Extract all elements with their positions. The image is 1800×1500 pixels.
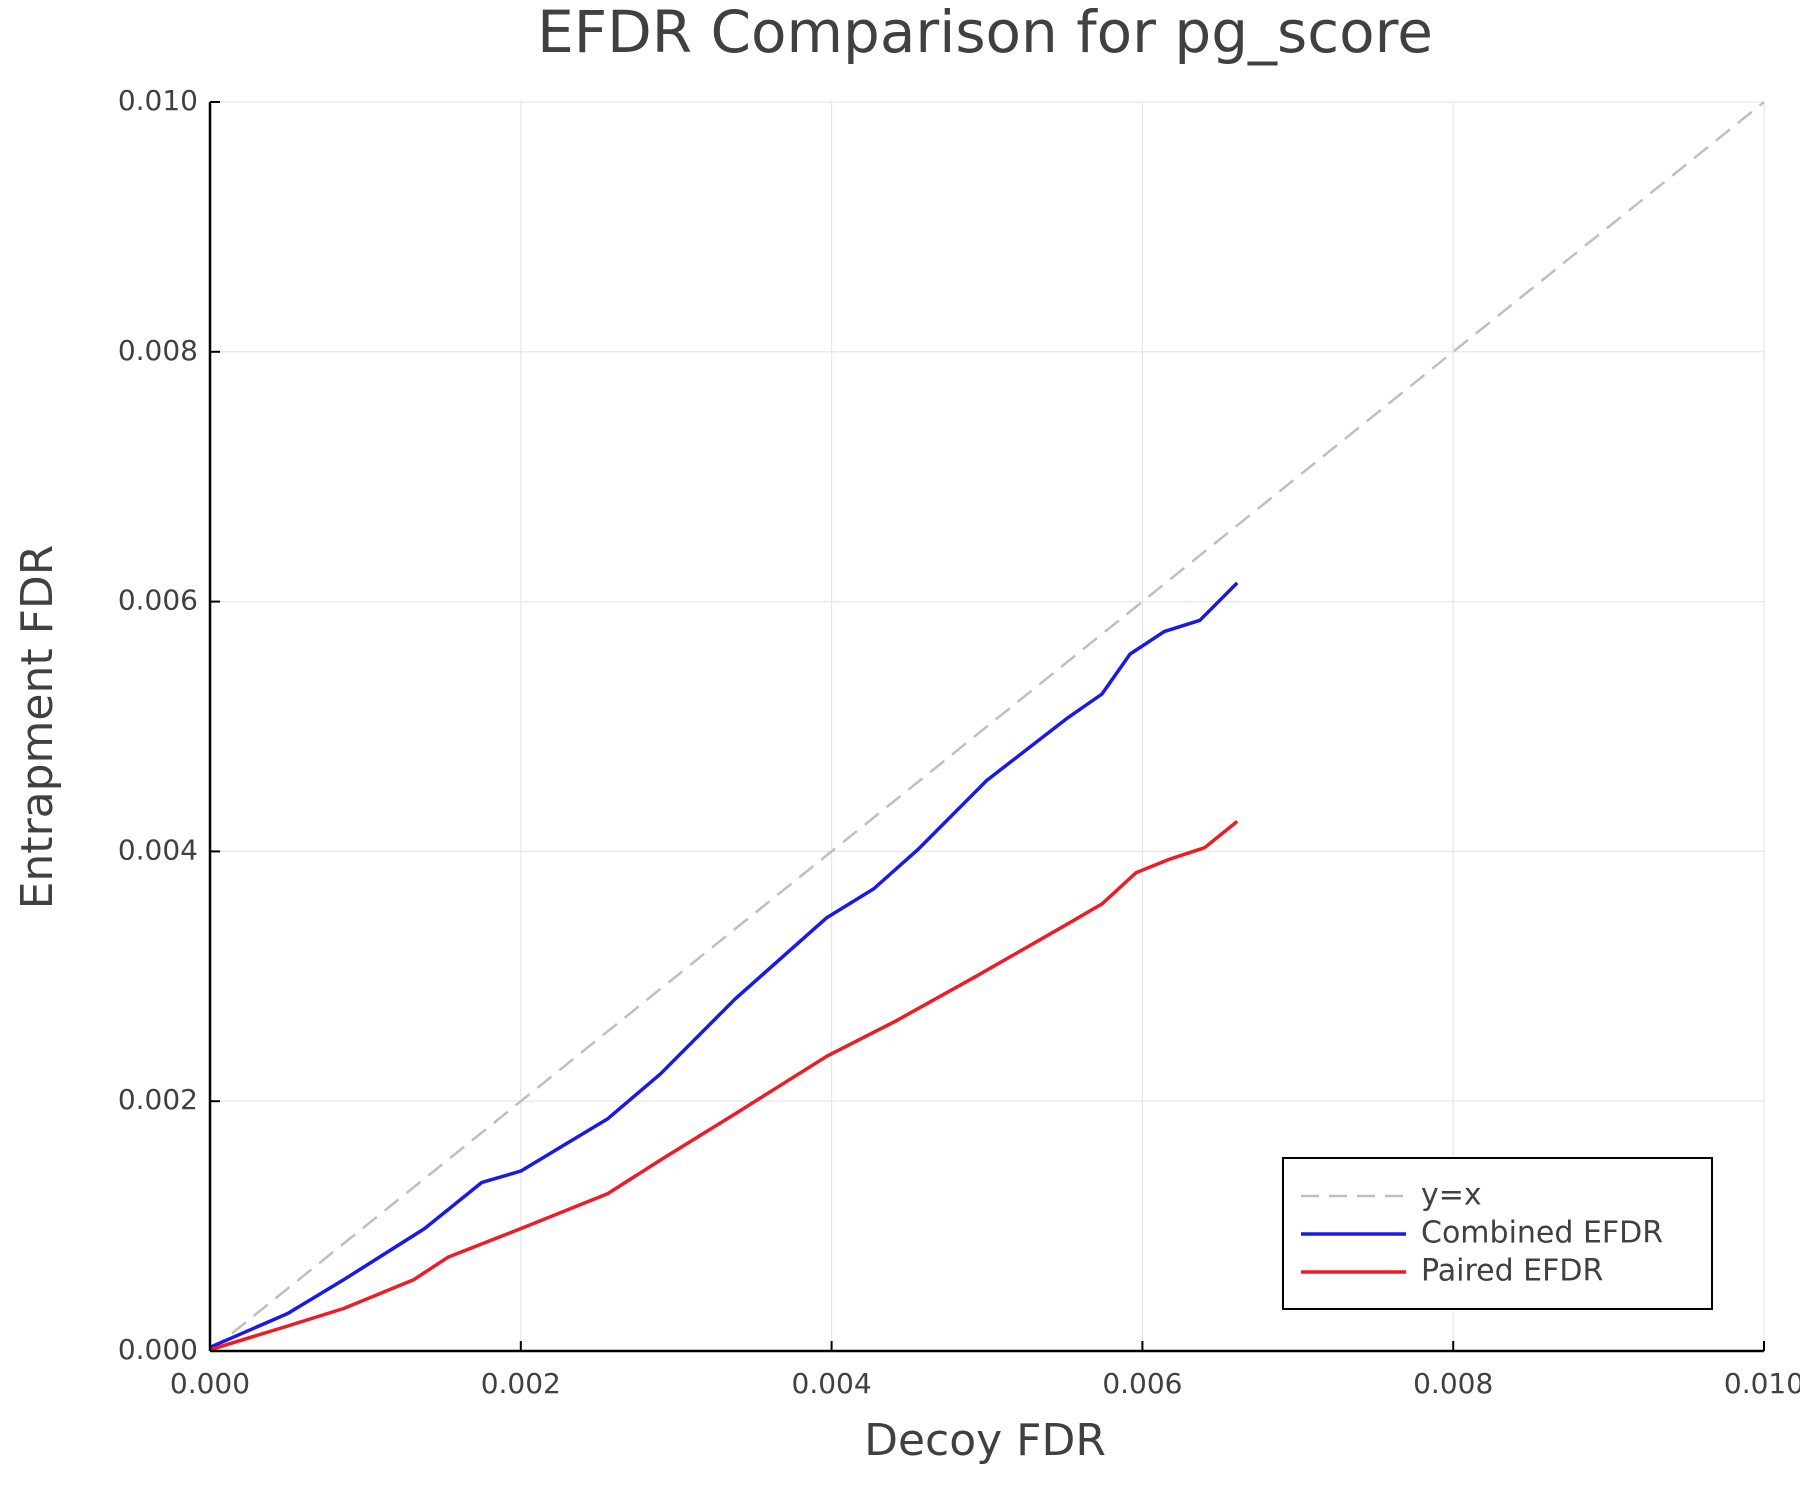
y-tick-label: 0.010 [118,84,198,117]
legend-label: y=x [1421,1178,1482,1213]
y-tick-label: 0.000 [118,1333,198,1366]
x-tick-label: 0.002 [481,1367,561,1400]
x-axis-title: Decoy FDR [864,1415,1106,1466]
chart-title: EFDR Comparison for pg_score [537,0,1433,66]
series-line [209,101,1765,1352]
legend-label: Paired EFDR [1421,1254,1603,1289]
x-tick-label: 0.006 [1102,1367,1182,1400]
y-tick-label: 0.002 [118,1083,198,1116]
x-tick-label: 0.010 [1724,1367,1800,1400]
y-tick-label: 0.004 [118,833,198,866]
y-tick-label: 0.006 [118,584,198,617]
series-line [209,820,1239,1352]
x-tick-label: 0.008 [1413,1367,1493,1400]
x-tick-label: 0.000 [170,1367,250,1400]
x-tick-label: 0.004 [792,1367,872,1400]
y-axis-title: Entrapment FDR [12,545,63,910]
legend-label: Combined EFDR [1421,1216,1663,1251]
series-line [209,581,1239,1349]
y-tick-label: 0.008 [118,334,198,367]
